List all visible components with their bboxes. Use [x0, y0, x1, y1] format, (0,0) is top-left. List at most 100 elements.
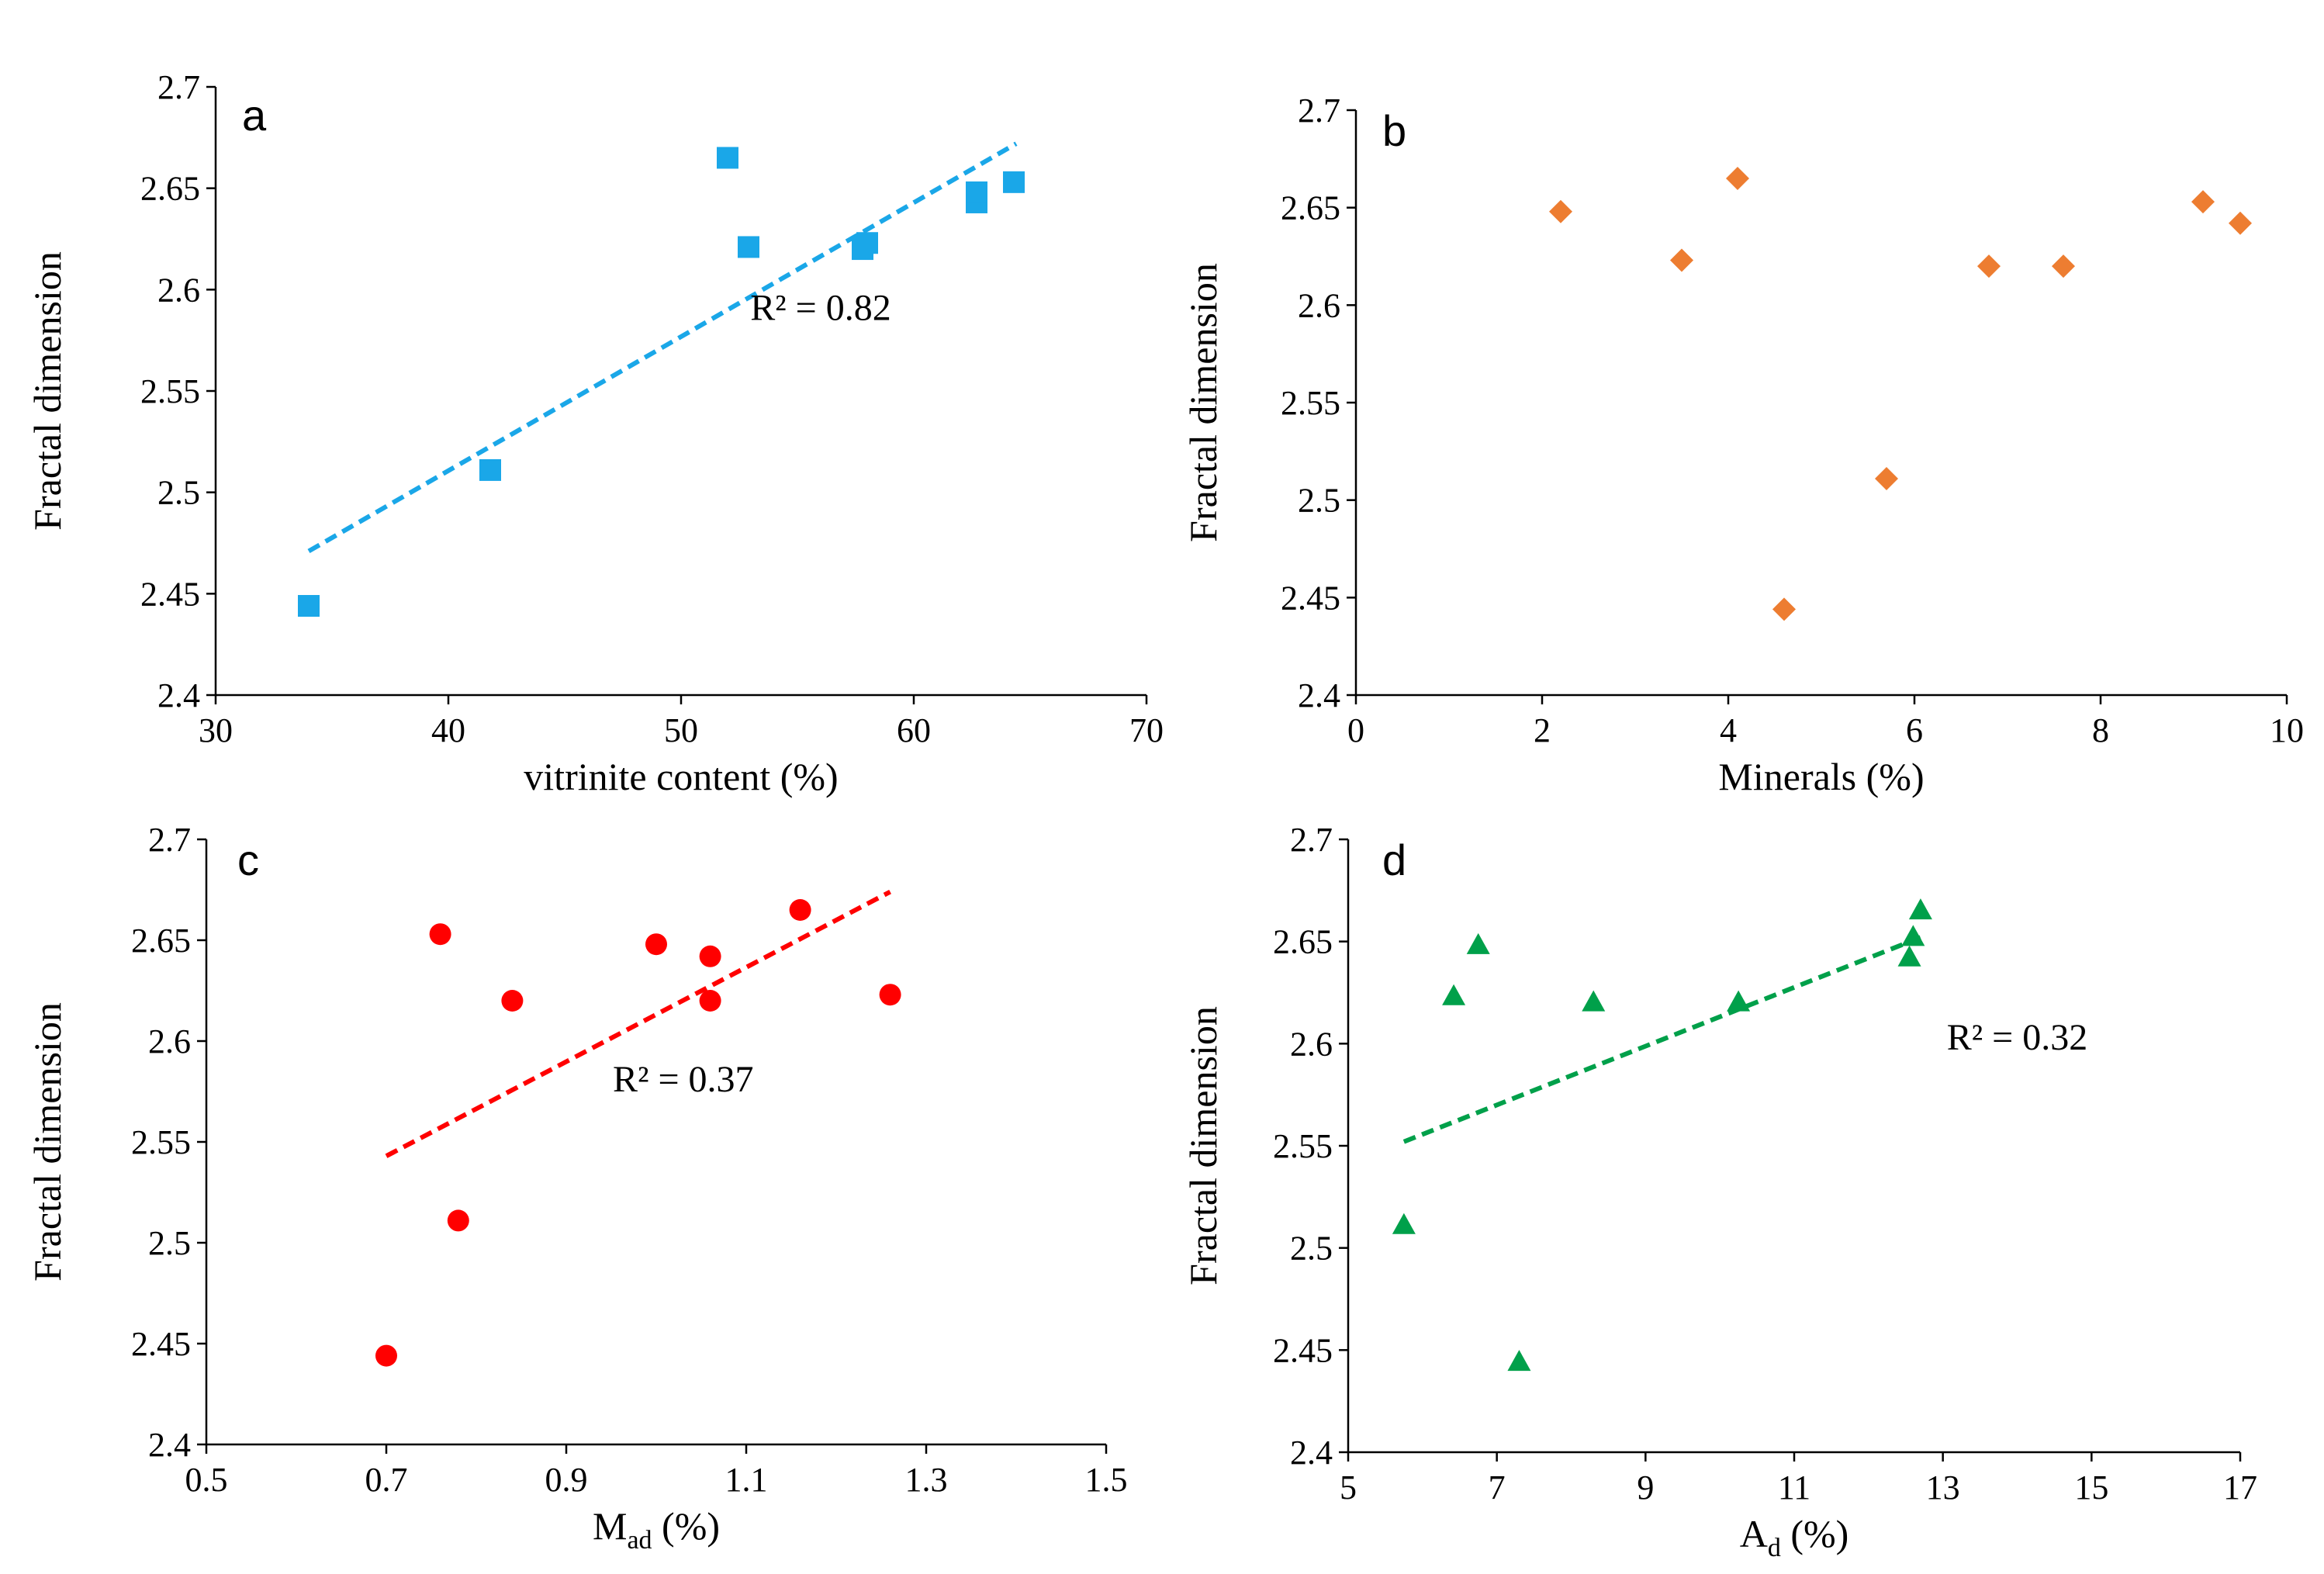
trendline	[1402, 935, 1922, 1144]
panel-d: 2.4 2.45 2.5 2.55 2.6 2.65 2.7 5 7 9 11 13 15 17 Fract…	[1181, 821, 2257, 1562]
r-squared-annotation: R² = 0.32	[1947, 1017, 2087, 1058]
data-point	[789, 899, 811, 921]
data-point	[738, 236, 759, 258]
y-tick-label: 2.6	[157, 271, 200, 309]
x-tick-label: 7	[1489, 1468, 1506, 1507]
data-point	[699, 945, 721, 967]
r-squared-annotation: R² = 0.37	[613, 1059, 753, 1100]
x-axis-label: Mad (%)	[593, 1504, 720, 1555]
data-point	[429, 923, 451, 946]
trendline	[307, 141, 1018, 554]
y-tick-label: 2.6	[1290, 1025, 1333, 1063]
data-point	[1875, 467, 1898, 491]
x-tick-label: 15	[2074, 1468, 2108, 1507]
data-point	[1442, 984, 1466, 1005]
y-tick-label: 2.45	[140, 575, 200, 613]
y-tick-label: 2.65	[1273, 923, 1333, 961]
panel-label: c	[237, 835, 259, 884]
data-point	[879, 984, 901, 1006]
panel-b: 2.4 2.45 2.5 2.55 2.6 2.65 2.7 0 2 4 6 8 10 Fractal d…	[1181, 92, 2304, 798]
trendline	[385, 889, 891, 1158]
x-tick-label: 40	[431, 711, 465, 749]
data-point	[1977, 254, 2001, 278]
y-tick-label: 2.65	[131, 922, 191, 960]
y-tick-label: 2.6	[148, 1022, 191, 1060]
x-tick-label: 11	[1778, 1468, 1810, 1507]
y-tick-label: 2.5	[157, 474, 200, 512]
x-tick-label: 4	[1720, 711, 1737, 749]
data-point	[298, 595, 320, 617]
data-point	[2052, 254, 2075, 278]
panel-label: a	[242, 91, 267, 140]
x-tick-label: 0.7	[365, 1461, 408, 1499]
data-point	[1549, 199, 1572, 223]
y-tick-label: 2.4	[1290, 1434, 1333, 1472]
x-tick-label: 60	[897, 711, 931, 749]
x-tick-label: 2	[1534, 711, 1551, 749]
x-tick-label: 6	[1906, 711, 1923, 749]
x-tick-label: 10	[2270, 711, 2304, 749]
x-tick-label: 17	[2223, 1468, 2257, 1507]
y-tick-label: 2.5	[148, 1224, 191, 1262]
y-tick-label: 2.55	[140, 372, 200, 410]
panel-c: 2.4 2.45 2.5 2.55 2.6 2.65 2.7 0.5 0.7 0.9 1.1 1.3 1…	[26, 821, 1128, 1555]
panel-a: 2.4 2.45 2.5 2.55 2.6 2.65 2.7 30 40 50 60 70 Fracta…	[26, 68, 1164, 798]
data-point	[1726, 166, 1749, 190]
x-axis-label-main: M	[593, 1504, 627, 1548]
data-point	[1392, 1212, 1416, 1234]
data-point	[717, 147, 738, 169]
x-axis-label: Minerals (%)	[1718, 755, 1924, 798]
x-axis-label: vitrinite content (%)	[524, 755, 838, 798]
y-tick-label: 2.55	[131, 1123, 191, 1161]
y-tick-label: 2.45	[1281, 579, 1340, 617]
y-axis-label: Fractal dimension	[1181, 1006, 1225, 1285]
y-tick-label: 2.65	[1281, 189, 1340, 227]
data-point	[501, 990, 524, 1012]
y-tick-label: 2.55	[1281, 384, 1340, 422]
x-tick-label: 1.5	[1085, 1461, 1128, 1499]
data-point	[1466, 932, 1490, 954]
data-point	[1908, 898, 1932, 920]
panel-label: d	[1382, 835, 1406, 884]
x-axis-label-suffix: (%)	[652, 1504, 720, 1548]
x-axis-label: Ad (%)	[1740, 1512, 1849, 1562]
data-point	[856, 232, 878, 254]
x-tick-label: 30	[199, 711, 233, 749]
data-point	[1897, 945, 1921, 967]
y-tick-label: 2.7	[157, 68, 200, 106]
y-tick-label: 2.6	[1298, 286, 1340, 324]
data-point	[699, 990, 721, 1012]
x-tick-label: 50	[664, 711, 698, 749]
y-tick-label: 2.5	[1290, 1230, 1333, 1268]
x-tick-label: 13	[1926, 1468, 1960, 1507]
data-point	[966, 181, 987, 203]
x-axis-label-subscript: d	[1768, 1534, 1781, 1562]
y-tick-label: 2.65	[140, 170, 200, 208]
data-point	[1901, 925, 1925, 946]
y-tick-label: 2.7	[1298, 92, 1340, 130]
r-squared-annotation: R² = 0.82	[750, 288, 891, 329]
x-tick-label: 8	[2092, 711, 2109, 749]
x-tick-label: 1.3	[905, 1461, 948, 1499]
y-axis-label: Fractal dimension	[26, 251, 69, 531]
y-tick-label: 2.55	[1273, 1127, 1333, 1165]
y-axis-label: Fractal dimension	[1181, 263, 1225, 542]
y-tick-label: 2.7	[148, 821, 191, 859]
data-point	[1772, 597, 1796, 621]
data-point	[645, 933, 667, 956]
y-tick-label: 2.7	[1290, 821, 1333, 859]
data-point	[479, 458, 501, 481]
data-point	[1670, 248, 1693, 272]
x-axis-label-subscript: ad	[627, 1526, 652, 1555]
y-axis-label: Fractal dimension	[26, 1002, 69, 1282]
x-axis-label-main: vitrinite content (%)	[524, 755, 838, 798]
data-point	[375, 1344, 397, 1367]
x-tick-label: 1.1	[725, 1461, 768, 1499]
data-point	[1582, 990, 1606, 1012]
y-tick-label: 2.4	[157, 676, 200, 714]
data-point	[1507, 1350, 1531, 1372]
x-tick-label: 9	[1637, 1468, 1654, 1507]
data-point	[2229, 211, 2252, 235]
y-tick-label: 2.45	[1273, 1331, 1333, 1369]
